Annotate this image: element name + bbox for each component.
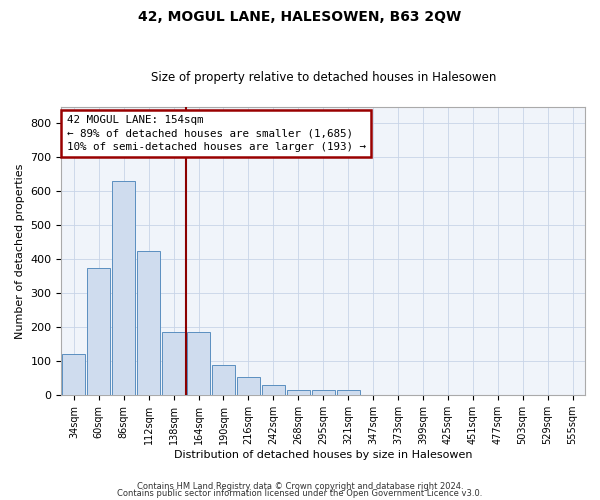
Title: Size of property relative to detached houses in Halesowen: Size of property relative to detached ho… (151, 72, 496, 85)
Bar (88, 268, 110, 395)
Y-axis label: Number of detached properties: Number of detached properties (15, 163, 25, 338)
Bar (312, 390, 335, 395)
Bar (187, 332, 210, 395)
Text: 42 MOGUL LANE: 154sqm
← 89% of detached houses are smaller (1,685)
10% of semi-d: 42 MOGUL LANE: 154sqm ← 89% of detached … (67, 115, 365, 152)
Bar (62, 354, 85, 395)
Bar (337, 390, 359, 395)
Bar (112, 181, 135, 395)
Bar (162, 332, 185, 395)
X-axis label: Distribution of detached houses by size in Halesowen: Distribution of detached houses by size … (174, 450, 472, 460)
Text: Contains public sector information licensed under the Open Government Licence v3: Contains public sector information licen… (118, 488, 482, 498)
Bar (262, 385, 285, 395)
Bar (287, 390, 310, 395)
Bar (137, 251, 160, 395)
Text: Contains HM Land Registry data © Crown copyright and database right 2024.: Contains HM Land Registry data © Crown c… (137, 482, 463, 491)
Bar (237, 376, 260, 395)
Text: 42, MOGUL LANE, HALESOWEN, B63 2QW: 42, MOGUL LANE, HALESOWEN, B63 2QW (139, 10, 461, 24)
Bar (212, 364, 235, 395)
